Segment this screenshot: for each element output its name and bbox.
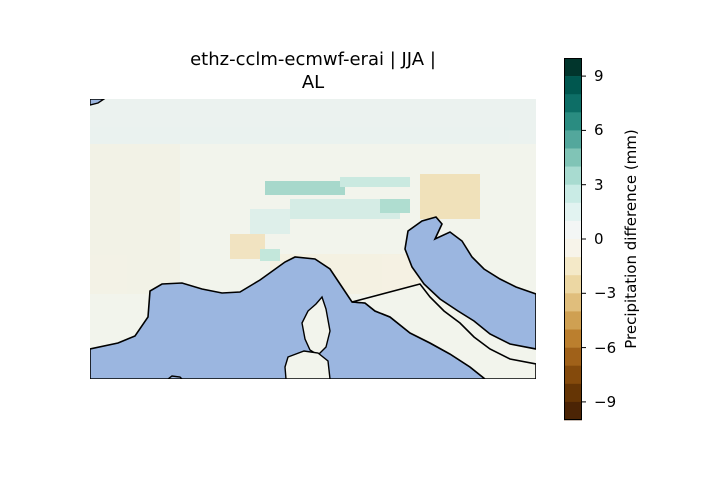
west-shade bbox=[90, 144, 180, 294]
colorbar-tick-label: −3 bbox=[594, 284, 617, 303]
colorbar-tick-label: 6 bbox=[594, 121, 604, 140]
colorbar-segment bbox=[564, 257, 582, 276]
colorbar-segment bbox=[564, 311, 582, 330]
colorbar-tick-label: 9 bbox=[594, 67, 604, 86]
colorbar-segment bbox=[564, 58, 582, 77]
colorbar bbox=[564, 58, 586, 421]
colorbar-segment bbox=[564, 293, 582, 312]
colorbar-label: Precipitation difference (mm) bbox=[622, 129, 640, 349]
colorbar-segment bbox=[564, 347, 582, 366]
alpine-wet-band-2 bbox=[340, 177, 410, 187]
west-dry-patch bbox=[230, 234, 265, 259]
colorbar-segment bbox=[564, 112, 582, 131]
corsica bbox=[301, 295, 331, 356]
croatia-dry-patch bbox=[420, 174, 480, 219]
map-title-line-2: AL bbox=[301, 72, 325, 93]
alpine-wet-band-1 bbox=[265, 181, 345, 195]
colorbar-tick-label: 0 bbox=[594, 230, 604, 248]
alpine-wet-band-4 bbox=[380, 199, 410, 213]
colorbar-segment bbox=[564, 275, 582, 294]
colorbar-segment bbox=[564, 184, 582, 204]
colorbar-segment bbox=[564, 383, 582, 403]
colorbar-segment bbox=[564, 239, 582, 258]
land-shading bbox=[90, 99, 536, 294]
colorbar-segment bbox=[564, 329, 582, 348]
north-shade bbox=[90, 99, 536, 144]
sea-bottom-left bbox=[166, 375, 183, 379]
colorbar-segment bbox=[564, 166, 582, 185]
colorbar-tick-label: −9 bbox=[594, 392, 617, 411]
colorbar-segment bbox=[564, 401, 582, 421]
sea-adriatic bbox=[404, 216, 536, 350]
sea-northwest-corner bbox=[90, 99, 106, 106]
colorbar-segment bbox=[564, 148, 582, 167]
colorbar-segment bbox=[564, 94, 582, 113]
map-title-line-1: ethz-cclm-ecmwf-erai | JJA | bbox=[190, 49, 436, 70]
precipitation-difference-map bbox=[90, 99, 536, 379]
colorbar-border bbox=[564, 58, 582, 420]
colorbar-segment bbox=[564, 76, 582, 95]
colorbar-tick-label: 3 bbox=[594, 175, 604, 194]
sardinia bbox=[284, 350, 331, 379]
colorbar-segment bbox=[564, 220, 582, 240]
colorbar-segment bbox=[564, 130, 582, 149]
colorbar-segment bbox=[564, 365, 582, 385]
sw-wet-patch bbox=[260, 249, 280, 261]
italy-peninsula bbox=[351, 283, 536, 379]
colorbar-tick-label: −6 bbox=[594, 338, 617, 357]
colorbar-segment bbox=[564, 202, 582, 222]
alpine-wet-band-5 bbox=[250, 209, 290, 234]
alpine-wet-band-3 bbox=[290, 199, 400, 219]
